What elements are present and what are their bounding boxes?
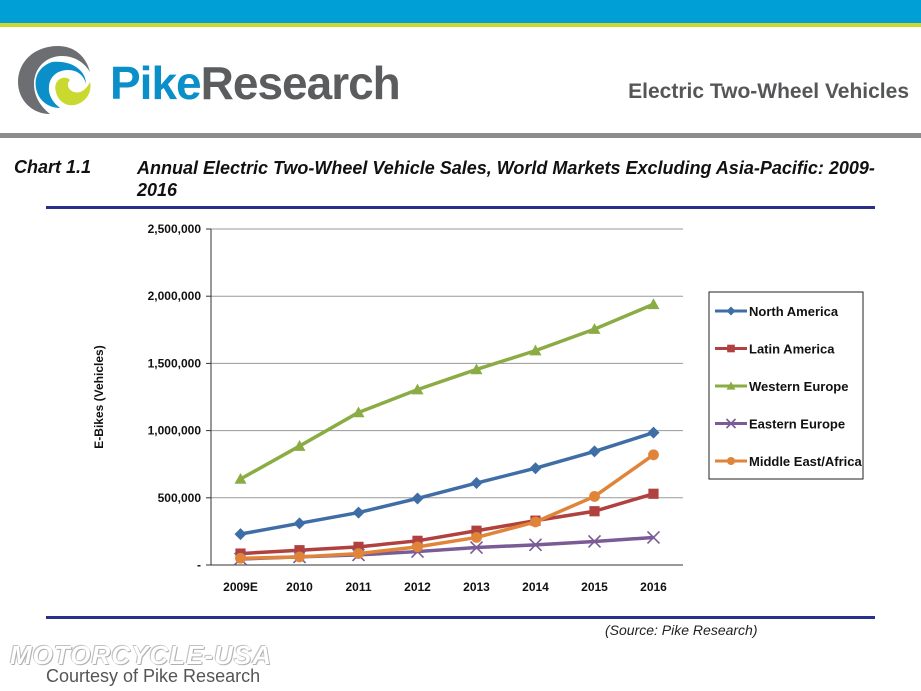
y-tick-label: 500,000: [158, 491, 202, 505]
watermark: MOTORCYCLE-USA: [10, 640, 272, 670]
data-point: [471, 532, 482, 543]
title-divider: [46, 206, 875, 209]
data-point: [589, 491, 600, 502]
legend-label: Latin America: [749, 342, 835, 357]
data-point: [648, 449, 659, 461]
legend-marker: [726, 306, 736, 316]
data-point: [234, 472, 247, 484]
legend-marker: [726, 381, 736, 390]
header-divider: [0, 133, 921, 138]
data-point: [587, 534, 602, 549]
data-point: [412, 541, 423, 553]
data-point: [234, 528, 247, 541]
data-point: [353, 548, 364, 559]
bottom-divider: [46, 616, 875, 619]
x-tick-label: 2014: [522, 580, 549, 594]
logo-wordmark: PikeResearch: [110, 56, 401, 110]
data-point: [235, 552, 246, 564]
y-tick-label: 1,000,000: [148, 424, 202, 438]
legend-marker: [726, 456, 736, 466]
x-tick-label: 2013: [463, 580, 490, 594]
chart-number: Chart 1.1: [14, 157, 92, 177]
y-tick-label: 2,500,000: [148, 222, 202, 236]
data-point: [293, 517, 306, 530]
x-tick-label: 2016: [640, 580, 667, 594]
data-point: [293, 440, 306, 451]
data-point: [647, 298, 660, 310]
data-point: [588, 445, 601, 458]
series-line: [240, 430, 655, 536]
x-tick-label: 2012: [404, 580, 431, 594]
data-point: [411, 492, 424, 505]
data-point: [470, 363, 483, 375]
top-color-bar: [0, 0, 921, 23]
source-note: (Source: Pike Research): [605, 622, 758, 638]
y-axis-label: E-Bikes (Vehicles): [92, 345, 106, 448]
data-point: [648, 488, 659, 499]
series-line: [239, 302, 655, 481]
logo-pike: Pike: [110, 57, 202, 109]
data-point: [471, 525, 482, 536]
data-point: [646, 530, 661, 545]
legend-label: Western Europe: [749, 379, 848, 394]
legend-marker: [727, 344, 735, 353]
y-tick-label: -: [197, 558, 201, 572]
pike-research-logo: PikeResearch: [12, 40, 401, 120]
y-tick-label: 1,500,000: [148, 356, 202, 370]
chart-title: Annual Electric Two-Wheel Vehicle Sales,…: [137, 158, 875, 200]
legend-label: North America: [749, 304, 839, 319]
data-point: [352, 406, 365, 418]
data-point: [353, 541, 364, 552]
data-point: [647, 426, 660, 439]
legend-marker: [725, 418, 737, 429]
x-tick-label: 2009E: [223, 580, 258, 594]
data-point: [528, 538, 543, 552]
logo-swirl-icon: [18, 46, 91, 114]
series-line: [240, 492, 654, 556]
courtesy-note: Courtesy of Pike Research: [46, 666, 261, 686]
data-point: [294, 551, 305, 563]
data-point: [588, 323, 601, 334]
data-point: [469, 540, 484, 555]
x-tick-label: 2010: [286, 580, 313, 594]
y-tick-label: 2,000,000: [148, 289, 202, 303]
top-accent-line: [0, 23, 921, 27]
data-point: [529, 462, 542, 475]
report-title: Electric Two-Wheel Vehicles: [628, 80, 909, 103]
data-point: [530, 516, 541, 528]
data-point: [352, 506, 365, 519]
x-tick-label: 2011: [345, 580, 371, 594]
logo-research: Research: [200, 57, 401, 109]
legend-label: Eastern Europe: [749, 417, 845, 432]
series-line: [240, 453, 655, 561]
data-point: [411, 383, 424, 395]
data-point: [470, 477, 483, 490]
data-point: [589, 506, 600, 517]
x-tick-label: 2015: [581, 580, 608, 594]
data-point: [294, 545, 305, 556]
data-point: [412, 535, 423, 546]
data-point: [529, 344, 542, 356]
legend-label: Middle East/Africa: [749, 454, 862, 469]
